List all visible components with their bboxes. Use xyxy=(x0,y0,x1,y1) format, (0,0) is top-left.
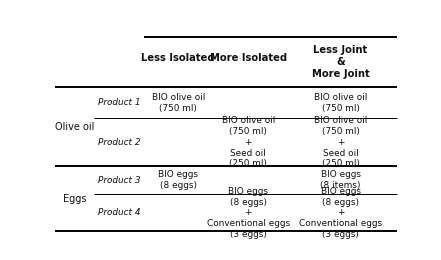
Text: BIO olive oil
(750 ml): BIO olive oil (750 ml) xyxy=(314,93,367,113)
Text: Olive oil: Olive oil xyxy=(55,122,94,132)
Text: BIO eggs
(8 eggs)
+
Conventional eggs
(3 eggs): BIO eggs (8 eggs) + Conventional eggs (3… xyxy=(207,187,290,239)
Text: Less Isolated: Less Isolated xyxy=(142,53,215,63)
Text: Product 1: Product 1 xyxy=(98,98,140,107)
Text: More Isolated: More Isolated xyxy=(209,53,287,63)
Text: Product 3: Product 3 xyxy=(98,176,140,185)
Text: BIO olive oil
(750 ml): BIO olive oil (750 ml) xyxy=(152,93,205,113)
Text: Eggs: Eggs xyxy=(63,194,86,204)
Text: BIO eggs
(8 eggs)
+
Conventional eggs
(3 eggs): BIO eggs (8 eggs) + Conventional eggs (3… xyxy=(299,187,382,239)
Text: BIO eggs
(8 items): BIO eggs (8 items) xyxy=(320,171,361,190)
Text: Product 2: Product 2 xyxy=(98,138,140,147)
Text: BIO olive oil
(750 ml)
+
Seed oil
(250 ml): BIO olive oil (750 ml) + Seed oil (250 m… xyxy=(314,116,367,168)
Text: BIO eggs
(8 eggs): BIO eggs (8 eggs) xyxy=(158,171,198,190)
Text: Less Joint
&
More Joint: Less Joint & More Joint xyxy=(312,45,370,79)
Text: Product 4: Product 4 xyxy=(98,208,140,217)
Text: BIO olive oil
(750 ml)
+
Seed oil
(250 ml): BIO olive oil (750 ml) + Seed oil (250 m… xyxy=(222,116,275,168)
